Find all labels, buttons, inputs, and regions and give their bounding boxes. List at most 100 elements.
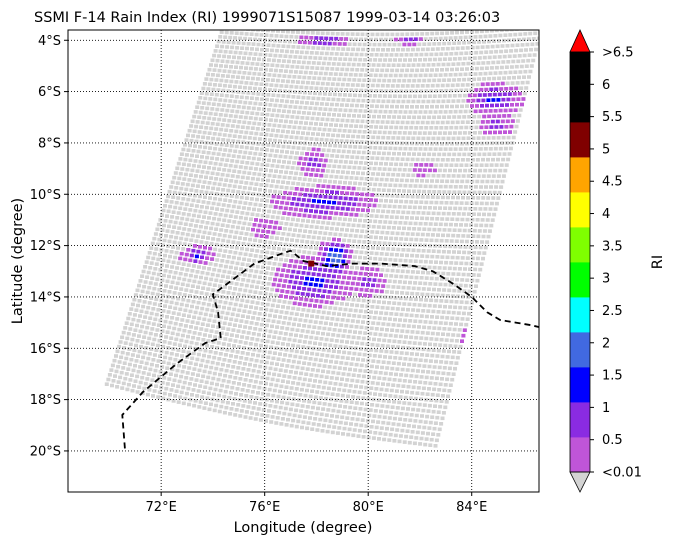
swath-pixel bbox=[232, 220, 237, 224]
swath-pixel bbox=[193, 144, 197, 148]
swath-pixel bbox=[240, 211, 245, 215]
swath-pixel bbox=[253, 37, 258, 42]
swath-pixel bbox=[259, 270, 264, 275]
swath-pixel bbox=[289, 222, 294, 227]
swath-pixel bbox=[463, 168, 468, 173]
swath-pixel bbox=[166, 397, 171, 402]
swath-pixel bbox=[384, 236, 388, 240]
swath-pixel bbox=[386, 225, 391, 230]
swath-pixel bbox=[278, 331, 283, 335]
swath-pixel bbox=[387, 301, 392, 305]
swath-pixel bbox=[309, 137, 314, 141]
swath-pixel bbox=[406, 63, 411, 67]
swath-pixel bbox=[225, 348, 230, 352]
swath-pixel bbox=[301, 111, 306, 115]
swath-pixel bbox=[415, 84, 420, 88]
swath-pixel bbox=[454, 261, 459, 265]
swath-pixel bbox=[275, 215, 280, 220]
swath-pixel bbox=[150, 276, 155, 281]
swath-pixel bbox=[265, 63, 270, 67]
swath-pixel bbox=[197, 115, 202, 119]
swath-pixel bbox=[179, 302, 184, 307]
swath-pixel bbox=[293, 140, 297, 145]
swath-pixel bbox=[405, 329, 410, 334]
swath-pixel bbox=[262, 312, 267, 317]
swath-pixel bbox=[426, 63, 431, 67]
swath-pixel bbox=[310, 405, 315, 410]
swath-pixel bbox=[408, 73, 413, 78]
swath-pixel bbox=[385, 231, 390, 235]
swath-pixel bbox=[297, 249, 302, 254]
swath-pixel bbox=[477, 229, 482, 233]
swath-pixel bbox=[330, 118, 335, 122]
swath-pixel bbox=[313, 379, 317, 383]
swath-pixel bbox=[319, 86, 324, 91]
swath-pixel bbox=[217, 284, 222, 288]
swath-pixel bbox=[402, 78, 407, 83]
swath-pixel bbox=[202, 266, 206, 270]
swath-pixel bbox=[244, 283, 249, 288]
swath-pixel bbox=[207, 166, 211, 170]
swath-pixel bbox=[475, 256, 480, 261]
swath-pixel bbox=[273, 103, 278, 108]
swath-pixel bbox=[447, 190, 452, 194]
swath-pixel bbox=[318, 358, 323, 362]
swath-pixel bbox=[123, 341, 128, 345]
swath-pixel bbox=[213, 299, 218, 303]
swath-pixel bbox=[152, 373, 156, 378]
swath-pixel bbox=[154, 348, 159, 352]
swath-pixel bbox=[163, 304, 167, 308]
swath-pixel bbox=[259, 33, 264, 37]
swath-pixel bbox=[210, 107, 215, 111]
swath-pixel bbox=[272, 351, 277, 355]
swath-pixel bbox=[472, 131, 477, 135]
swath-pixel bbox=[389, 141, 394, 145]
swath-pixel bbox=[351, 47, 356, 52]
swath-pixel bbox=[308, 142, 313, 146]
swath-pixel bbox=[467, 77, 472, 82]
swath-pixel bbox=[348, 346, 353, 350]
swath-pixel bbox=[404, 141, 409, 146]
swath-pixel bbox=[364, 52, 369, 57]
swath-pixel bbox=[384, 104, 389, 109]
swath-pixel bbox=[468, 206, 473, 211]
swath-pixel bbox=[286, 305, 291, 310]
swath-pixel bbox=[224, 128, 229, 132]
swath-pixel bbox=[212, 181, 217, 186]
swath-pixel bbox=[298, 244, 303, 249]
swath-pixel bbox=[273, 118, 278, 123]
swath-pixel bbox=[281, 180, 286, 184]
swath-pixel bbox=[481, 136, 486, 140]
swath-pixel bbox=[492, 212, 497, 217]
swath-pixel bbox=[209, 126, 214, 131]
swath-pixel bbox=[348, 233, 353, 238]
swath-pixel bbox=[371, 419, 375, 424]
swath-pixel bbox=[389, 350, 394, 354]
swath-pixel bbox=[134, 308, 139, 312]
swath-pixel bbox=[378, 392, 383, 397]
swath-pixel bbox=[156, 359, 161, 363]
swath-pixel bbox=[226, 291, 231, 295]
swath-pixel bbox=[355, 229, 360, 233]
swath-pixel bbox=[248, 37, 253, 41]
swath-pixel bbox=[241, 140, 246, 144]
swath-pixel bbox=[424, 52, 429, 57]
swath-pixel bbox=[423, 281, 428, 286]
swath-pixel bbox=[479, 50, 484, 55]
swath-pixel bbox=[433, 73, 438, 77]
swath-pixel bbox=[387, 317, 392, 321]
swath-pixel bbox=[159, 263, 164, 267]
swath-pixel bbox=[189, 138, 194, 143]
swath-pixel bbox=[185, 283, 190, 288]
swath-pixel bbox=[179, 287, 184, 291]
swath-pixel bbox=[488, 34, 493, 38]
swath-pixel bbox=[441, 99, 446, 104]
swath-pixel bbox=[337, 113, 341, 117]
swath-pixel bbox=[452, 266, 457, 271]
swath-pixel bbox=[358, 368, 363, 373]
swath-pixel bbox=[348, 181, 352, 185]
swath-pixel bbox=[370, 403, 375, 407]
swath-pixel bbox=[364, 326, 369, 330]
swath-pixel bbox=[168, 393, 172, 397]
swath-pixel bbox=[411, 407, 416, 412]
